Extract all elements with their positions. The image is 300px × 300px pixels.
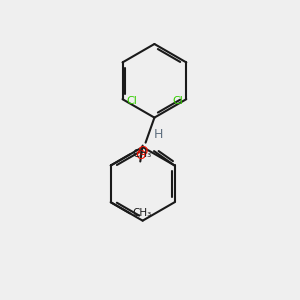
Text: CH₃: CH₃: [133, 149, 152, 159]
Text: O: O: [135, 148, 146, 161]
Text: Cl: Cl: [172, 96, 183, 106]
Text: CH₃: CH₃: [133, 208, 152, 218]
Text: H: H: [154, 128, 163, 141]
Text: Cl: Cl: [126, 96, 137, 106]
Text: O: O: [137, 145, 148, 158]
